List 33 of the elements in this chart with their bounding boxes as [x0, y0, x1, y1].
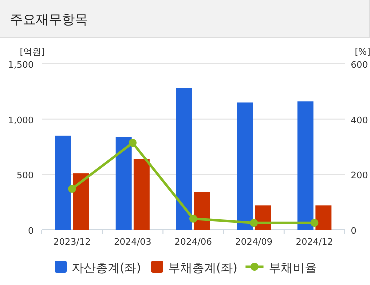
y-axis-title: [억원]: [20, 48, 46, 58]
bar: [176, 88, 192, 230]
point: [68, 185, 76, 194]
bar: [298, 102, 314, 230]
bar: [73, 174, 90, 230]
y-tick-label: 0: [28, 227, 34, 237]
bar: [237, 102, 254, 230]
point: [190, 214, 198, 223]
y2-tick-label: 200: [351, 172, 368, 182]
point: [310, 219, 319, 228]
y-tick-label: 1,000: [8, 116, 34, 126]
y-tick-label: 500: [16, 172, 34, 182]
point: [250, 219, 258, 228]
y-tick-label: 1,500: [8, 61, 34, 71]
bar: [116, 137, 132, 230]
point: [128, 139, 137, 148]
chart-title: 주요재무항목: [10, 13, 88, 28]
x-tick-label: 2024/12: [296, 238, 334, 248]
bar: [134, 159, 150, 230]
x-tick-label: 2023/12: [54, 238, 91, 248]
bar: [194, 192, 210, 230]
legend-label: 부채비율: [268, 261, 317, 275]
y2-tick-label: 0: [351, 227, 357, 237]
y2-tick-label: 600: [351, 61, 368, 71]
legend-label: 부채총계(좌): [168, 261, 238, 275]
x-tick-label: 2024/06: [174, 238, 212, 248]
x-tick-label: 2024/09: [235, 238, 274, 248]
x-tick-label: 2024/03: [114, 238, 152, 248]
y2-tick-label: 400: [351, 116, 368, 126]
bar: [316, 206, 332, 230]
legend-label: 자산총계(좌): [72, 261, 142, 275]
bar: [55, 136, 72, 230]
y2-axis-title: [%]: [355, 48, 370, 58]
